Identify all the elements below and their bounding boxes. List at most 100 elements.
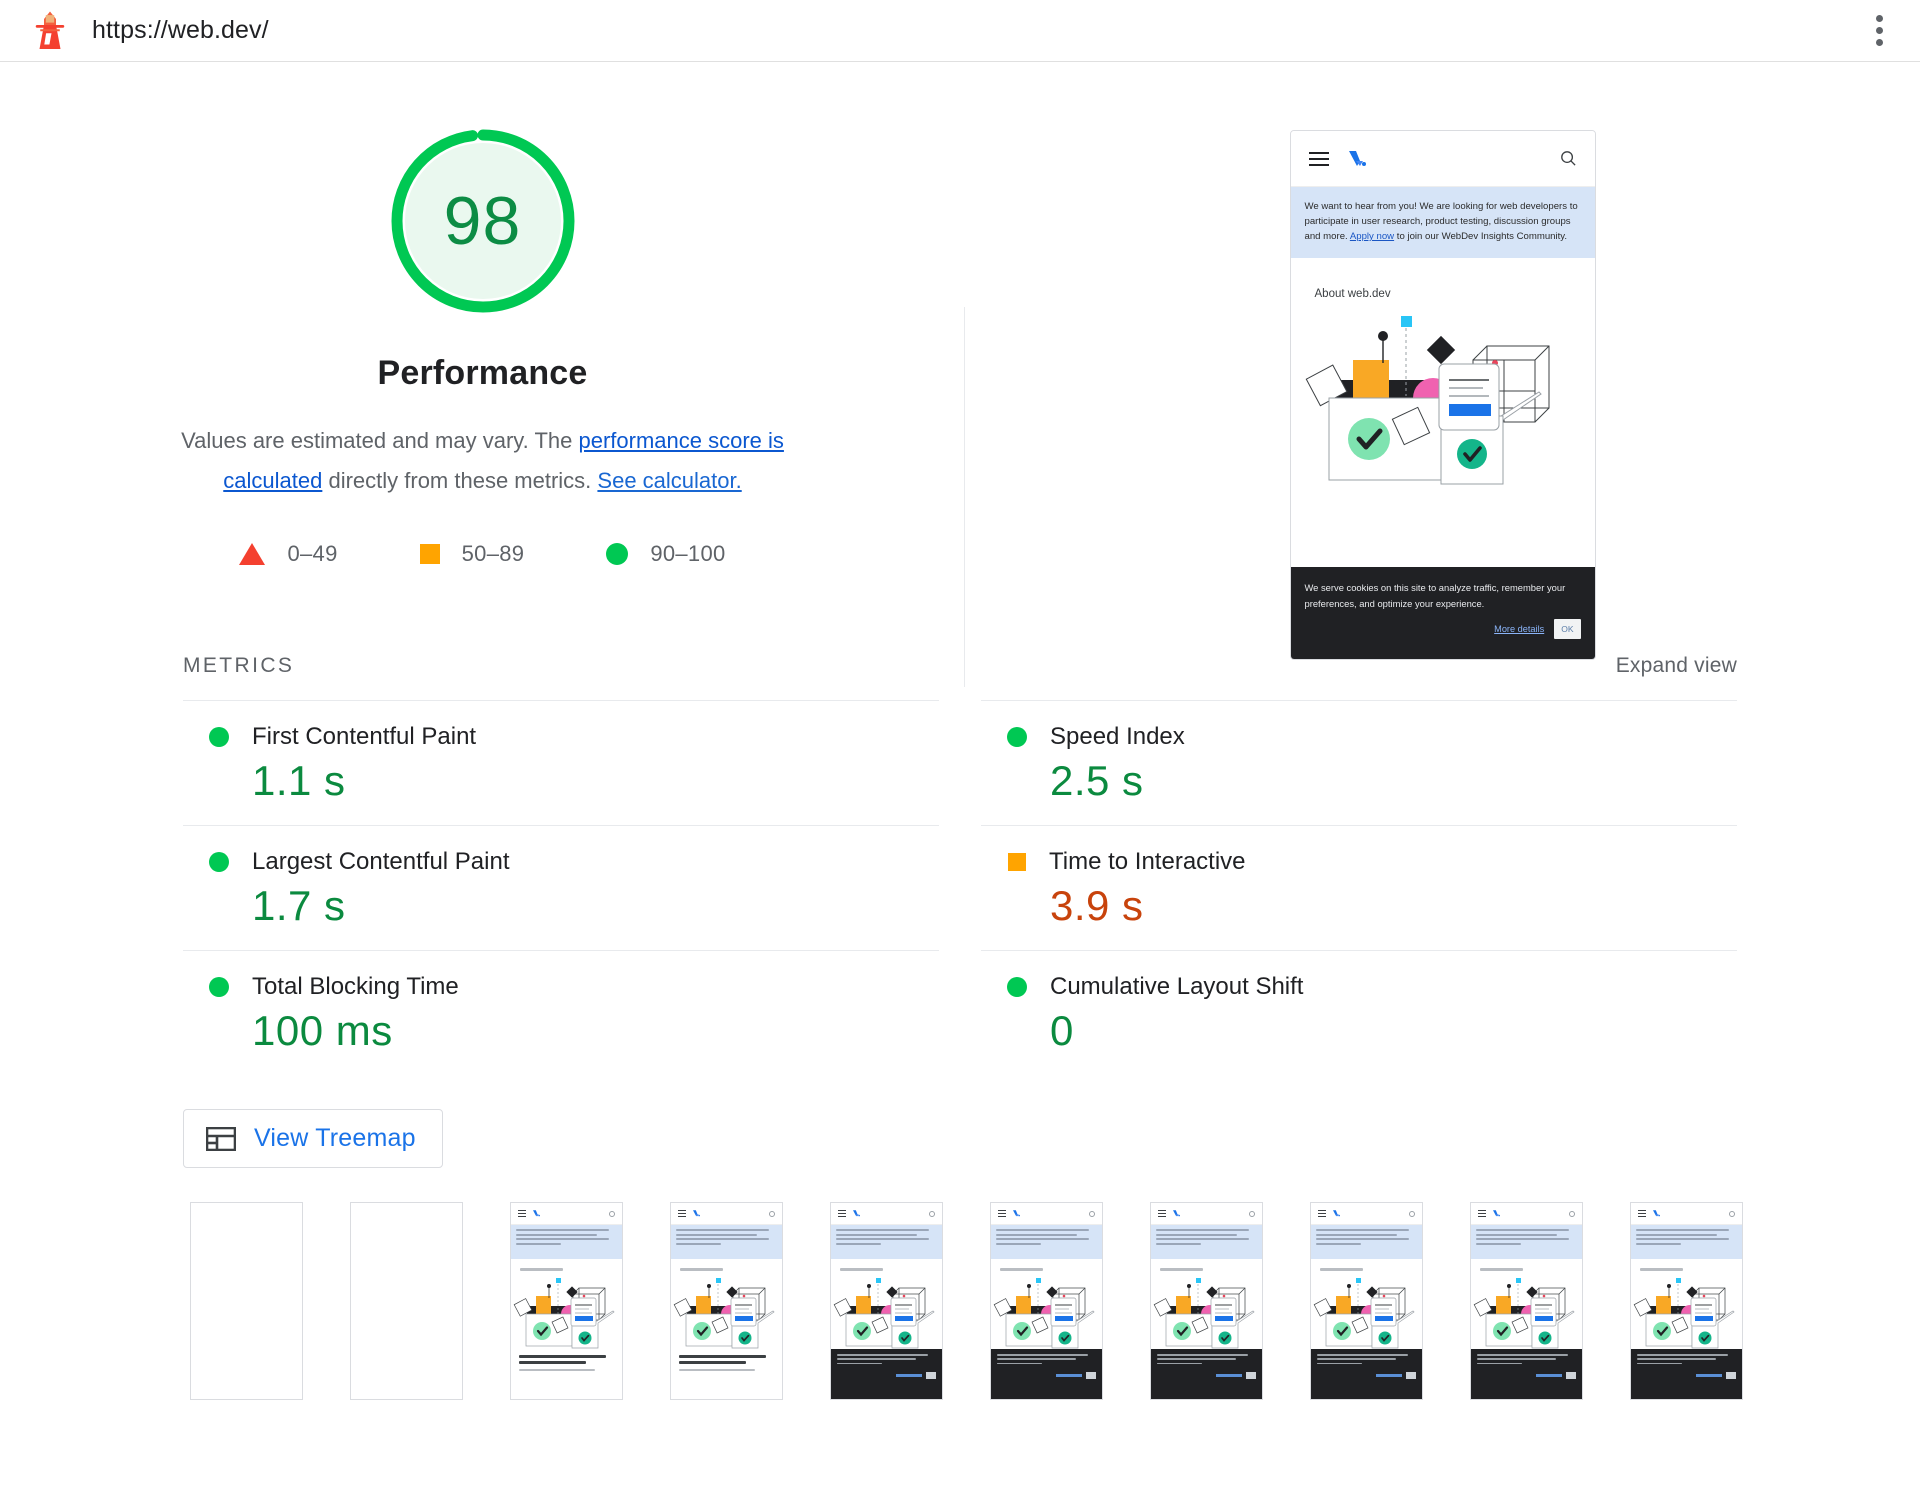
frame-illustration <box>831 1276 942 1350</box>
gauge-score-value: 98 <box>443 183 522 259</box>
frame-illustration <box>1471 1276 1582 1350</box>
filmstrip-frame <box>830 1202 943 1400</box>
frame-about <box>991 1259 1102 1276</box>
see-calculator-link[interactable]: See calculator. <box>597 468 742 493</box>
filmstrip-frame <box>350 1202 463 1400</box>
banner-text-before: We want to hear from you! We are looking… <box>1304 201 1578 242</box>
frame-illustration <box>511 1276 622 1350</box>
score-legend: 0–49 50–89 90–100 <box>239 541 725 567</box>
treemap-icon <box>206 1126 236 1151</box>
filmstrip-frame <box>1630 1202 1743 1400</box>
metric-speed-index[interactable]: Speed Index 2.5 s <box>981 700 1737 825</box>
search-icon <box>929 1210 935 1217</box>
more-details-link <box>1056 1374 1082 1378</box>
more-details-link <box>1696 1374 1722 1378</box>
search-icon <box>1569 1210 1575 1217</box>
metric-cumulative-layout-shift[interactable]: Cumulative Layout Shift 0 <box>981 950 1737 1075</box>
webdev-logo-icon <box>1493 1210 1500 1217</box>
more-details-link <box>1216 1374 1242 1378</box>
search-icon <box>769 1210 775 1217</box>
view-treemap-button[interactable]: View Treemap <box>183 1109 443 1168</box>
frame-about <box>1151 1259 1262 1276</box>
frame-illustration <box>1311 1276 1422 1350</box>
hamburger-icon <box>998 1209 1006 1218</box>
frame-banner <box>831 1225 942 1259</box>
search-icon <box>1409 1210 1415 1217</box>
webdev-logo-icon <box>1348 150 1366 166</box>
metric-label: First Contentful Paint <box>252 723 477 750</box>
hamburger-icon <box>1638 1209 1646 1218</box>
preview-illustration <box>1290 308 1595 488</box>
score-panel: 98 Performance Values are estimated and … <box>0 62 965 687</box>
cookie-notice: We serve cookies on this site to analyze… <box>1290 567 1595 659</box>
pass-circle-icon <box>209 727 229 747</box>
frame-about <box>511 1259 622 1276</box>
metric-time-to-interactive[interactable]: Time to Interactive 3.9 s <box>981 825 1737 950</box>
pass-circle-icon <box>209 977 229 997</box>
search-icon <box>1249 1210 1255 1217</box>
frame-cookie-notice <box>1151 1349 1262 1399</box>
metric-total-blocking-time[interactable]: Total Blocking Time 100 ms <box>183 950 939 1075</box>
circle-swatch-icon <box>606 543 629 565</box>
frame-about <box>1471 1259 1582 1276</box>
frame-banner <box>991 1225 1102 1259</box>
expand-view-toggle[interactable]: Expand view <box>1615 654 1737 677</box>
frame-about <box>671 1259 782 1276</box>
cookie-ok-button[interactable]: OK <box>1554 619 1581 639</box>
filmstrip-frame <box>670 1202 783 1400</box>
page-title: Performance <box>377 354 588 392</box>
hamburger-icon <box>678 1209 686 1218</box>
treemap-row: View Treemap <box>0 1075 1920 1168</box>
search-icon <box>1560 151 1576 166</box>
filmstrip <box>0 1168 1920 1400</box>
pass-circle-icon <box>1007 977 1027 997</box>
performance-score-link[interactable]: performance score is calculated <box>223 428 784 493</box>
filmstrip-frame <box>990 1202 1103 1400</box>
metric-value: 2.5 s <box>1050 757 1144 804</box>
frame-about <box>1311 1259 1422 1276</box>
legend-label-pass: 90–100 <box>650 541 726 566</box>
metric-label: Cumulative Layout Shift <box>1050 973 1304 1000</box>
cookie-ok-button <box>1086 1372 1096 1380</box>
webdev-logo-icon <box>693 1210 700 1217</box>
hamburger-icon <box>838 1209 846 1218</box>
frame-illustration <box>991 1276 1102 1350</box>
boxes-illustration-icon <box>1305 316 1549 485</box>
webdev-logo-icon <box>1333 1210 1340 1217</box>
metric-value: 1.7 s <box>252 882 346 929</box>
frame-nav <box>1631 1203 1742 1225</box>
more-details-link[interactable]: More details <box>1494 624 1545 634</box>
pass-circle-icon <box>209 852 229 872</box>
view-treemap-label: View Treemap <box>254 1124 416 1152</box>
more-vertical-icon[interactable] <box>1864 13 1894 49</box>
webdev-logo-icon <box>1173 1210 1180 1217</box>
triangle-swatch-icon <box>239 543 266 565</box>
frame-headline <box>671 1350 782 1371</box>
desc-text-2: directly from these metrics. <box>322 468 598 493</box>
preview-banner: We want to hear from you! We are looking… <box>1290 187 1595 258</box>
frame-illustration <box>671 1276 782 1350</box>
banner-text-after: to join our WebDev Insights Community. <box>1394 231 1568 242</box>
cookie-actions: More details OK <box>1305 619 1581 639</box>
metric-first-contentful-paint[interactable]: First Contentful Paint 1.1 s <box>183 700 939 825</box>
metrics-section-title: METRICS <box>183 654 295 677</box>
frame-illustration <box>1151 1276 1262 1350</box>
metric-label: Largest Contentful Paint <box>252 848 510 875</box>
legend-item-pass: 90–100 <box>606 541 725 567</box>
apply-now-link[interactable]: Apply now <box>1349 231 1395 242</box>
frame-nav <box>831 1203 942 1225</box>
metric-largest-contentful-paint[interactable]: Largest Contentful Paint 1.7 s <box>183 825 939 950</box>
score-description: Values are estimated and may vary. The p… <box>153 421 813 501</box>
average-square-icon <box>1008 853 1026 871</box>
search-icon <box>1729 1210 1735 1217</box>
final-screenshot: We want to hear from you! We are looking… <box>1289 130 1596 660</box>
frame-cookie-notice <box>1311 1349 1422 1399</box>
hamburger-icon <box>518 1209 526 1218</box>
frame-banner <box>511 1225 622 1259</box>
frame-nav <box>991 1203 1102 1225</box>
webdev-logo-icon <box>1013 1210 1020 1217</box>
metric-label: Total Blocking Time <box>252 973 459 1000</box>
metric-label: Time to Interactive <box>1049 848 1246 875</box>
frame-nav <box>671 1203 782 1225</box>
metrics-header: METRICS Expand view <box>0 632 1920 678</box>
